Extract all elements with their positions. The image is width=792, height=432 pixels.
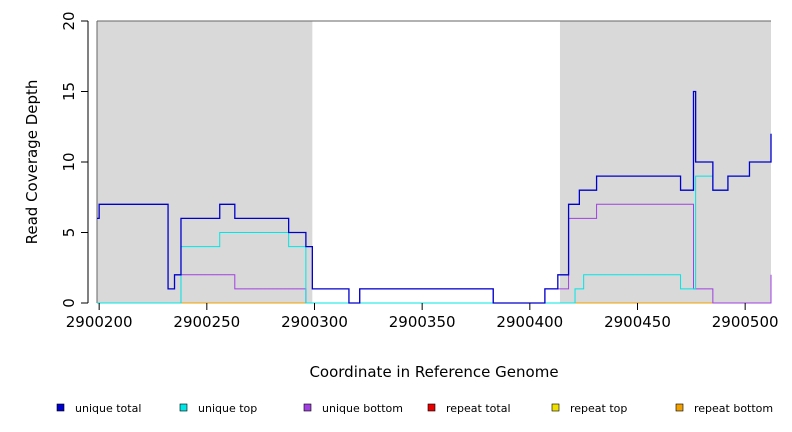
legend-item-repeat-total: repeat total <box>427 402 511 415</box>
shaded-region-2 <box>559 21 771 303</box>
legend-item-unique-bottom: unique bottom <box>303 402 403 415</box>
legend-swatch <box>179 403 188 412</box>
legend-label: unique total <box>75 402 141 415</box>
y-tick-label: 10 <box>60 152 78 171</box>
y-tick-label: 15 <box>60 82 78 101</box>
y-tick-label: 20 <box>60 11 78 30</box>
legend-swatch <box>56 403 65 412</box>
legend-label: repeat bottom <box>694 402 773 415</box>
legend-swatch <box>551 403 560 412</box>
legend-item-repeat-top: repeat top <box>551 402 627 415</box>
shaded-regions <box>97 21 771 303</box>
legend-swatch <box>675 403 684 412</box>
x-axis-title: Coordinate in Reference Genome <box>309 363 558 381</box>
x-axis: 2900200 2900250 2900300 2900350 2900400 29004… <box>66 303 779 331</box>
series-line-unique-total <box>97 90 772 304</box>
legend-item-unique-top: unique top <box>179 402 257 415</box>
legend-item-repeat-bottom: repeat bottom <box>675 402 773 415</box>
legend-swatch <box>427 403 436 412</box>
series-lines <box>97 90 772 304</box>
y-axis: 0 5 10 15 20 <box>60 11 89 308</box>
y-axis-title: Read Coverage Depth <box>23 80 41 245</box>
legend-item-unique-total: unique total <box>56 402 141 415</box>
y-tick-label: 0 <box>60 298 78 308</box>
legend-label: unique bottom <box>322 402 403 415</box>
x-tick-label: 2900200 <box>66 313 133 331</box>
x-tick-label: 2900300 <box>281 313 348 331</box>
legend: unique total unique top unique bottom repea… <box>56 402 773 415</box>
x-tick-label: 2900350 <box>389 313 456 331</box>
shaded-region-1 <box>97 21 313 303</box>
x-tick-label: 2900250 <box>173 313 240 331</box>
legend-label: repeat top <box>570 402 627 415</box>
legend-label: unique top <box>198 402 257 415</box>
x-tick-label: 2900450 <box>604 313 671 331</box>
plot-frame <box>96 20 771 303</box>
x-tick-label: 2900400 <box>496 313 563 331</box>
x-tick-label: 2900500 <box>712 313 779 331</box>
legend-label: repeat total <box>446 402 511 415</box>
y-tick-label: 5 <box>60 228 78 238</box>
legend-swatch <box>303 403 312 412</box>
